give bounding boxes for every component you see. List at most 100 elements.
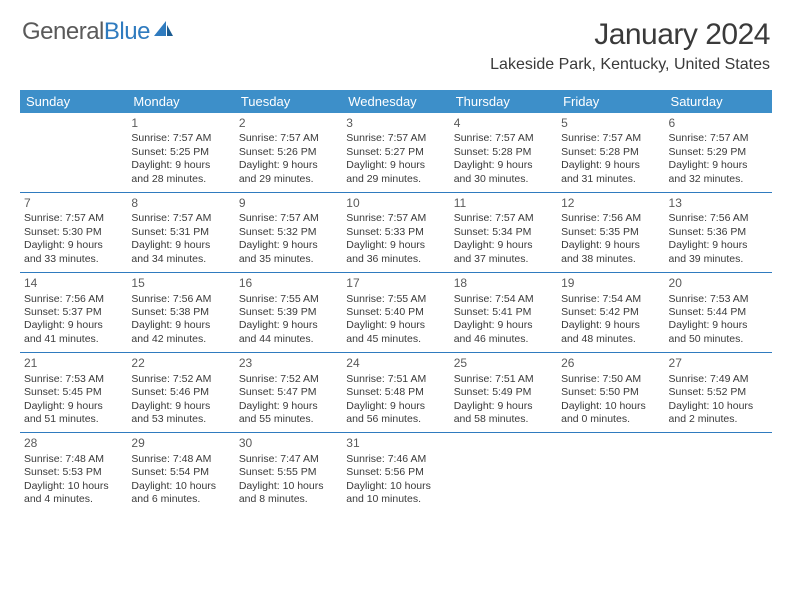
cell-day1: Daylight: 9 hours (561, 319, 660, 332)
calendar-cell: 13Sunrise: 7:56 AMSunset: 5:36 PMDayligh… (665, 193, 772, 273)
cell-day2: and 29 minutes. (239, 173, 338, 186)
cell-day1: Daylight: 9 hours (24, 400, 123, 413)
cell-sunrise: Sunrise: 7:54 AM (561, 293, 660, 306)
logo: GeneralBlue (22, 18, 174, 46)
cell-day1: Daylight: 9 hours (669, 239, 768, 252)
day-number: 20 (669, 276, 768, 291)
cell-day1: Daylight: 10 hours (239, 480, 338, 493)
cell-sunrise: Sunrise: 7:57 AM (239, 212, 338, 225)
cell-sunset: Sunset: 5:25 PM (131, 146, 230, 159)
cell-day2: and 44 minutes. (239, 333, 338, 346)
cell-sunrise: Sunrise: 7:55 AM (346, 293, 445, 306)
calendar-cell: 28Sunrise: 7:48 AMSunset: 5:53 PMDayligh… (20, 433, 127, 512)
cell-day2: and 0 minutes. (561, 413, 660, 426)
calendar-cell: 1Sunrise: 7:57 AMSunset: 5:25 PMDaylight… (127, 113, 234, 193)
day-number: 11 (454, 196, 553, 211)
calendar-row: 7Sunrise: 7:57 AMSunset: 5:30 PMDaylight… (20, 193, 772, 273)
cell-sunset: Sunset: 5:32 PM (239, 226, 338, 239)
cell-sunrise: Sunrise: 7:57 AM (131, 132, 230, 145)
cell-day1: Daylight: 9 hours (346, 239, 445, 252)
location-text: Lakeside Park, Kentucky, United States (490, 56, 770, 74)
calendar-cell (557, 433, 664, 512)
cell-sunset: Sunset: 5:49 PM (454, 386, 553, 399)
calendar-cell: 15Sunrise: 7:56 AMSunset: 5:38 PMDayligh… (127, 273, 234, 353)
cell-day2: and 37 minutes. (454, 253, 553, 266)
day-header: Saturday (665, 90, 772, 113)
logo-sail-icon (152, 18, 174, 46)
logo-text-gray: General (22, 18, 104, 46)
cell-sunrise: Sunrise: 7:55 AM (239, 293, 338, 306)
cell-sunrise: Sunrise: 7:57 AM (454, 212, 553, 225)
cell-sunrise: Sunrise: 7:56 AM (24, 293, 123, 306)
cell-day2: and 31 minutes. (561, 173, 660, 186)
cell-day2: and 6 minutes. (131, 493, 230, 506)
cell-sunrise: Sunrise: 7:48 AM (131, 453, 230, 466)
cell-day2: and 42 minutes. (131, 333, 230, 346)
calendar-cell: 8Sunrise: 7:57 AMSunset: 5:31 PMDaylight… (127, 193, 234, 273)
cell-day2: and 53 minutes. (131, 413, 230, 426)
cell-day2: and 45 minutes. (346, 333, 445, 346)
cell-day2: and 48 minutes. (561, 333, 660, 346)
day-number: 18 (454, 276, 553, 291)
cell-sunrise: Sunrise: 7:50 AM (561, 373, 660, 386)
calendar-cell: 21Sunrise: 7:53 AMSunset: 5:45 PMDayligh… (20, 353, 127, 433)
cell-sunset: Sunset: 5:46 PM (131, 386, 230, 399)
cell-sunset: Sunset: 5:31 PM (131, 226, 230, 239)
calendar-cell: 23Sunrise: 7:52 AMSunset: 5:47 PMDayligh… (235, 353, 342, 433)
cell-sunset: Sunset: 5:37 PM (24, 306, 123, 319)
cell-day1: Daylight: 9 hours (669, 319, 768, 332)
calendar-cell: 29Sunrise: 7:48 AMSunset: 5:54 PMDayligh… (127, 433, 234, 512)
cell-sunset: Sunset: 5:26 PM (239, 146, 338, 159)
day-number: 19 (561, 276, 660, 291)
cell-day1: Daylight: 9 hours (454, 239, 553, 252)
cell-sunset: Sunset: 5:35 PM (561, 226, 660, 239)
cell-sunrise: Sunrise: 7:57 AM (346, 132, 445, 145)
calendar-cell: 5Sunrise: 7:57 AMSunset: 5:28 PMDaylight… (557, 113, 664, 193)
cell-sunset: Sunset: 5:47 PM (239, 386, 338, 399)
cell-day1: Daylight: 10 hours (561, 400, 660, 413)
calendar-body: 1Sunrise: 7:57 AMSunset: 5:25 PMDaylight… (20, 113, 772, 513)
cell-sunset: Sunset: 5:39 PM (239, 306, 338, 319)
cell-sunrise: Sunrise: 7:53 AM (669, 293, 768, 306)
cell-sunrise: Sunrise: 7:57 AM (239, 132, 338, 145)
cell-day1: Daylight: 9 hours (24, 239, 123, 252)
calendar-table: SundayMondayTuesdayWednesdayThursdayFrid… (20, 90, 772, 513)
calendar-cell: 19Sunrise: 7:54 AMSunset: 5:42 PMDayligh… (557, 273, 664, 353)
cell-sunrise: Sunrise: 7:53 AM (24, 373, 123, 386)
cell-day1: Daylight: 9 hours (561, 239, 660, 252)
calendar-row: 14Sunrise: 7:56 AMSunset: 5:37 PMDayligh… (20, 273, 772, 353)
cell-sunset: Sunset: 5:28 PM (454, 146, 553, 159)
cell-sunrise: Sunrise: 7:52 AM (239, 373, 338, 386)
calendar-cell: 6Sunrise: 7:57 AMSunset: 5:29 PMDaylight… (665, 113, 772, 193)
cell-sunset: Sunset: 5:52 PM (669, 386, 768, 399)
cell-day1: Daylight: 10 hours (669, 400, 768, 413)
day-number: 16 (239, 276, 338, 291)
day-header: Wednesday (342, 90, 449, 113)
day-number: 9 (239, 196, 338, 211)
cell-day1: Daylight: 9 hours (346, 159, 445, 172)
cell-sunset: Sunset: 5:38 PM (131, 306, 230, 319)
day-number: 22 (131, 356, 230, 371)
calendar-cell: 12Sunrise: 7:56 AMSunset: 5:35 PMDayligh… (557, 193, 664, 273)
cell-day2: and 8 minutes. (239, 493, 338, 506)
cell-day1: Daylight: 9 hours (346, 400, 445, 413)
day-number: 8 (131, 196, 230, 211)
cell-day2: and 55 minutes. (239, 413, 338, 426)
header: GeneralBlue January 2024 Lakeside Park, … (0, 0, 792, 78)
cell-day2: and 36 minutes. (346, 253, 445, 266)
cell-sunrise: Sunrise: 7:51 AM (346, 373, 445, 386)
calendar-row: 1Sunrise: 7:57 AMSunset: 5:25 PMDaylight… (20, 113, 772, 193)
cell-sunset: Sunset: 5:36 PM (669, 226, 768, 239)
calendar-cell: 22Sunrise: 7:52 AMSunset: 5:46 PMDayligh… (127, 353, 234, 433)
calendar-cell: 31Sunrise: 7:46 AMSunset: 5:56 PMDayligh… (342, 433, 449, 512)
day-number: 17 (346, 276, 445, 291)
calendar-cell: 4Sunrise: 7:57 AMSunset: 5:28 PMDaylight… (450, 113, 557, 193)
day-number: 26 (561, 356, 660, 371)
cell-sunrise: Sunrise: 7:57 AM (454, 132, 553, 145)
calendar-cell: 27Sunrise: 7:49 AMSunset: 5:52 PMDayligh… (665, 353, 772, 433)
logo-text-blue: Blue (104, 18, 150, 46)
calendar-cell: 18Sunrise: 7:54 AMSunset: 5:41 PMDayligh… (450, 273, 557, 353)
day-number: 28 (24, 436, 123, 451)
day-number: 12 (561, 196, 660, 211)
cell-sunrise: Sunrise: 7:57 AM (24, 212, 123, 225)
